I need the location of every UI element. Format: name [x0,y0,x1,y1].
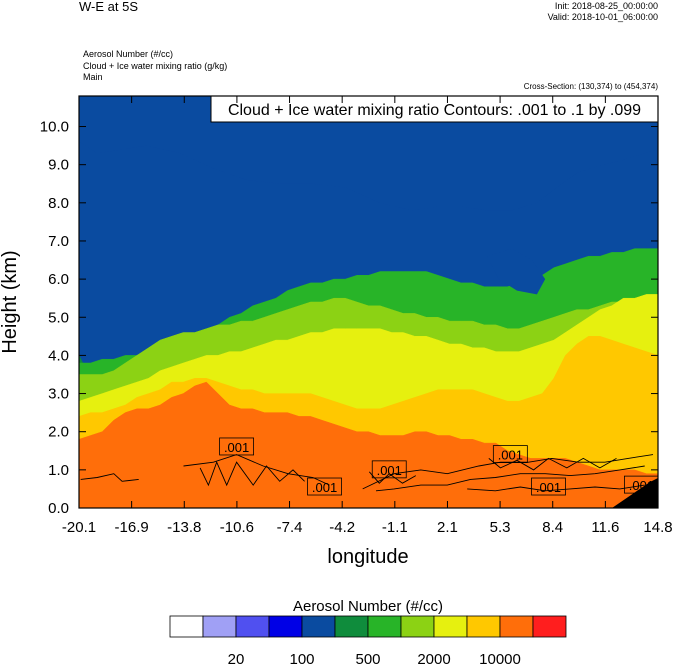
y-tick-label-4: 4.0 [48,347,69,364]
x-tick-label-6: -1.1 [382,519,408,536]
cloud-contour-0 [183,454,330,486]
x-tick-label-5: -4.2 [329,519,355,536]
x-tick-label-2: -13.8 [167,519,201,536]
init-time-label: Init: 2018-08-25_00:00:00 [554,1,658,11]
colorbar-swatch-8 [433,615,468,638]
y-tick-label-8: 8.0 [48,195,69,212]
y-tick-label-7: 7.0 [48,233,69,250]
x-tick-label-10: 11.6 [591,519,619,536]
contour-info-box: Cloud + Ice water mixing ratio Contours:… [210,95,659,123]
contour-label-box-4 [531,477,566,496]
contour-label-1: .001 [377,463,402,478]
colorbar-swatch-9 [466,615,501,638]
y-tick-label-10: 10.0 [40,119,69,136]
contour-label-2: .001 [312,480,337,495]
colorbar-swatch-3 [268,615,303,638]
x-tick-label-11: 14.8 [643,519,672,536]
cloud-contour-6 [368,471,417,484]
field-label-aerosol: Aerosol Number (#/cc) [83,49,174,59]
contour-label-4: .001 [536,480,561,495]
colorbar-tick-label-2: 500 [355,651,380,667]
plot-frame [78,95,659,509]
aerosol-region-1 [487,248,546,295]
colorbar-swatch-0 [169,615,204,638]
field-label-cloud: Cloud + Ice water mixing ratio (g/kg) [83,61,228,71]
colorbar-swatch-4 [301,615,336,638]
contour-label-box-3 [492,445,528,463]
y-axis-label: Height (km) [0,250,21,353]
x-tick-label-1: -16.9 [115,519,149,536]
y-tick-label-1: 1.0 [48,462,69,479]
aerosol-region-0 [79,96,658,211]
x-tick-label-9: 8.4 [542,519,563,536]
cloud-contour-4 [80,473,139,482]
x-tick-label-8: 5.3 [490,519,511,536]
colorbar-swatch-10 [499,615,534,638]
x-tick-label-3: -10.6 [220,519,254,536]
chart-title: W-E at 5S [79,0,139,14]
colorbar-tick-label-1: 100 [289,651,314,667]
colorbar-tick-label-0: 20 [228,651,245,667]
colorbar-title: Aerosol Number (#/cc) [293,598,443,615]
contour-label-3: .001 [498,448,523,463]
colorbar-swatch-5 [334,615,369,638]
colorbar-swatch-6 [367,615,402,638]
contour-label-box-0 [219,437,255,456]
cloud-contour-7 [488,457,617,471]
colorbar-swatch-11 [532,615,567,638]
field-label-main: Main [83,72,103,82]
colorbar-tick-label-4: 10000 [479,651,521,667]
colorbar-swatch-1 [202,615,237,638]
y-tick-label-9: 9.0 [48,157,69,174]
y-tick-label-6: 6.0 [48,271,69,288]
y-tick-label-5: 5.0 [48,309,69,326]
cross-section-label: Cross-Section: (130,374) to (454,374) [523,82,658,91]
contour-label-box-1 [371,460,407,479]
colorbar-swatch-2 [235,615,270,638]
x-tick-label-4: -7.4 [277,519,303,536]
colorbar-tick-label-3: 2000 [417,651,450,667]
contour-label-box-2 [307,477,342,496]
aerosol-band-5 [79,381,658,508]
x-axis-label: longitude [327,546,408,568]
valid-time-label: Valid: 2018-10-01_06:00:00 [547,12,658,22]
terrain-shape [612,478,658,508]
cloud-contour-2 [375,465,645,492]
aerosol-field: .001.001.001.001.001.001 [79,96,658,508]
x-tick-label-7: 2.1 [437,519,458,536]
contour-info-text: Cloud + Ice water mixing ratio Contours:… [228,102,641,119]
y-tick-label-3: 3.0 [48,386,69,403]
contour-label-0: .001 [224,440,249,455]
colorbar-swatch-7 [400,615,435,638]
y-tick-label-0: 0.0 [48,500,69,517]
cloud-contour-3 [467,484,645,492]
x-tick-label-0: -20.1 [62,519,96,536]
y-tick-label-2: 2.0 [48,424,69,441]
cloud-contour-5 [199,460,305,487]
